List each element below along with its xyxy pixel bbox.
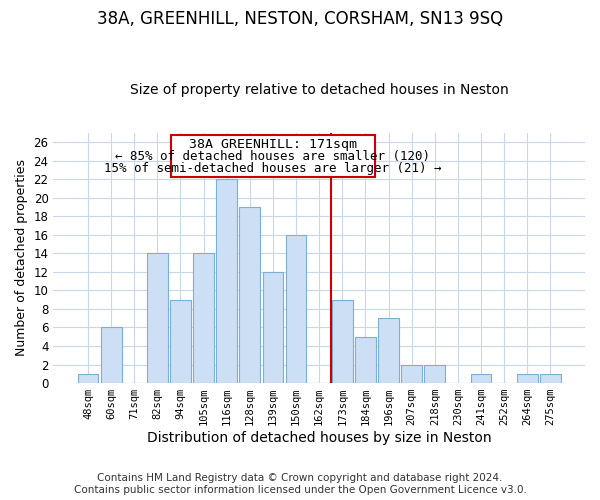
Bar	[424, 364, 445, 383]
Bar	[470, 374, 491, 383]
Bar	[217, 179, 237, 383]
Bar	[517, 374, 538, 383]
Bar	[170, 300, 191, 383]
Text: Contains HM Land Registry data © Crown copyright and database right 2024.
Contai: Contains HM Land Registry data © Crown c…	[74, 474, 526, 495]
Bar	[193, 254, 214, 383]
Text: 15% of semi-detached houses are larger (21) →: 15% of semi-detached houses are larger (…	[104, 162, 442, 175]
FancyBboxPatch shape	[171, 134, 375, 178]
X-axis label: Distribution of detached houses by size in Neston: Distribution of detached houses by size …	[147, 431, 491, 445]
Bar	[355, 337, 376, 383]
Bar	[286, 235, 307, 383]
Bar	[147, 254, 168, 383]
Text: 38A, GREENHILL, NESTON, CORSHAM, SN13 9SQ: 38A, GREENHILL, NESTON, CORSHAM, SN13 9S…	[97, 10, 503, 28]
Bar	[378, 318, 399, 383]
Text: 38A GREENHILL: 171sqm: 38A GREENHILL: 171sqm	[189, 138, 357, 150]
Bar	[540, 374, 561, 383]
Bar	[101, 328, 122, 383]
Y-axis label: Number of detached properties: Number of detached properties	[15, 160, 28, 356]
Bar	[401, 364, 422, 383]
Bar	[332, 300, 353, 383]
Bar	[239, 207, 260, 383]
Text: ← 85% of detached houses are smaller (120): ← 85% of detached houses are smaller (12…	[115, 150, 430, 164]
Title: Size of property relative to detached houses in Neston: Size of property relative to detached ho…	[130, 83, 509, 97]
Bar	[263, 272, 283, 383]
Bar	[77, 374, 98, 383]
